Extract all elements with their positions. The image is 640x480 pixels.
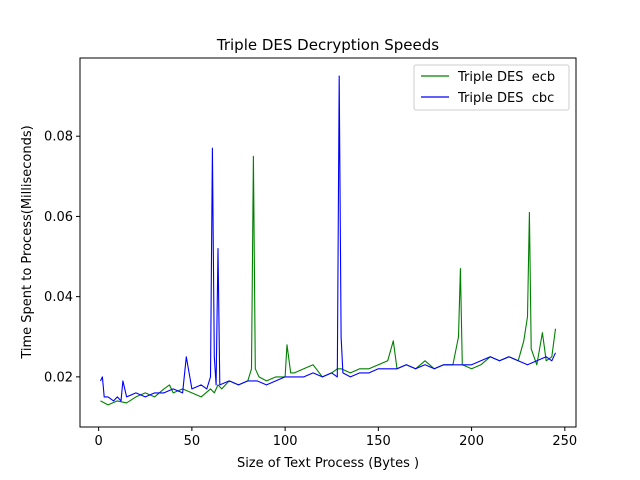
chart-title: Triple DES Decryption Speeds	[216, 36, 439, 54]
x-tick-label: 150	[366, 434, 391, 449]
y-axis-label: Time Spent to Process(Milliseconds)	[20, 125, 35, 359]
x-tick-label: 200	[459, 434, 484, 449]
legend: Triple DES ecb Triple DES cbc	[413, 64, 570, 111]
x-axis-label: Size of Text Process (Bytes )	[237, 456, 419, 471]
legend-label-ecb: Triple DES ecb	[457, 70, 555, 85]
x-tick-label: 50	[184, 434, 201, 449]
plot-lines	[100, 75, 557, 406]
x-tick-label: 250	[552, 434, 577, 449]
plot-frame	[79, 57, 577, 428]
y-tick-label: 0.04	[44, 290, 73, 305]
y-axis-ticks: 0.02 0.04 0.06 0.08	[44, 130, 80, 385]
x-axis-ticks: 0 50 100 150 200 250	[95, 427, 577, 449]
series-line-ecb	[100, 155, 557, 406]
series-line-cbc	[100, 75, 556, 402]
y-tick-label: 0.02	[44, 370, 73, 385]
x-tick-label: 0	[95, 434, 103, 449]
y-tick-label: 0.06	[44, 210, 73, 225]
legend-box	[413, 64, 570, 111]
x-tick-label: 100	[273, 434, 298, 449]
y-tick-label: 0.08	[44, 130, 73, 145]
legend-label-cbc: Triple DES cbc	[457, 91, 554, 106]
